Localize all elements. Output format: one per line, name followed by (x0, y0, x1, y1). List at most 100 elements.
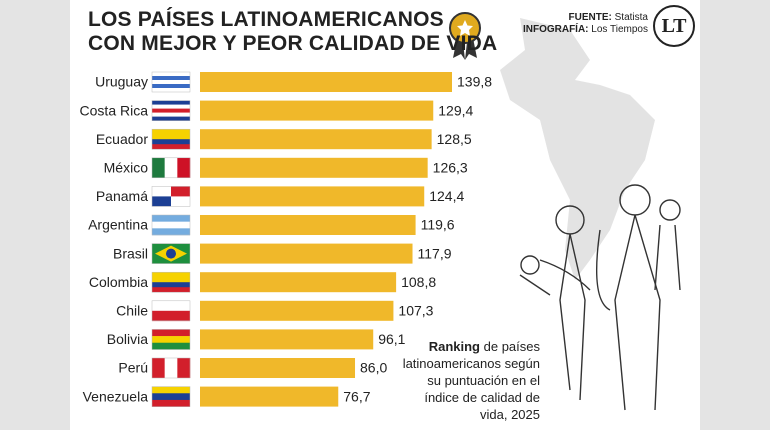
bar (200, 129, 432, 150)
flag-stripe (152, 144, 190, 150)
flag-stripe (164, 358, 178, 378)
value-label: 129,4 (438, 102, 473, 118)
flag (151, 214, 191, 236)
category-label: Colombia (89, 274, 148, 290)
value-label: 86,0 (360, 360, 387, 376)
flag-stripe (152, 84, 190, 89)
flag-stripe (171, 186, 190, 197)
value-label: 108,8 (401, 274, 436, 290)
flag-stripe (152, 399, 190, 407)
bar (200, 215, 416, 235)
infographic: Uruguay 139,8 Costa Rica 129,4 Ecuador 128,5 M… (70, 0, 700, 430)
value-label: 96,1 (378, 331, 405, 347)
flag-stripe (152, 196, 171, 207)
flag-stripe (152, 287, 190, 293)
credit-text: Los Tiempos (591, 24, 648, 35)
flag-border (151, 271, 191, 293)
caption: Ranking de países latinoamericanos según… (400, 338, 540, 423)
credit: INFOGRAFÍA: Los Tiempos (523, 24, 648, 35)
bar (200, 72, 452, 92)
bar (200, 329, 374, 350)
chart: Uruguay 139,8 Costa Rica 129,4 Ecuador 128,5 M… (80, 12, 681, 411)
caption-text: de países latinoamericanos según su punt… (402, 339, 540, 422)
flag-border (151, 243, 191, 264)
flag-stripe (152, 393, 190, 401)
flag-stripe (152, 336, 190, 344)
flag-stripe (152, 139, 190, 145)
medal-icon (449, 12, 481, 60)
flag (151, 386, 191, 407)
flag-border (151, 100, 191, 121)
value-label: 124,4 (429, 188, 464, 204)
flag-stripe (152, 329, 190, 337)
flag-stripe (164, 157, 178, 178)
flag-stripe (152, 157, 165, 178)
bar (200, 157, 428, 178)
flag-border (151, 300, 191, 322)
flag-stripe (152, 221, 190, 229)
flag-stripe (152, 272, 190, 278)
flag (151, 128, 191, 150)
bar (200, 243, 413, 264)
map (500, 18, 655, 280)
flag-stripe (152, 80, 190, 85)
caption-bold: Ranking (428, 339, 480, 354)
value-label: 126,3 (433, 160, 468, 176)
flag (151, 71, 191, 93)
flag-stripe (152, 342, 190, 350)
bar (200, 272, 397, 293)
flag-border (151, 128, 191, 150)
flag-stripe (152, 108, 190, 113)
value-label: 119,6 (421, 217, 455, 233)
flag (151, 271, 191, 293)
flag-stripe (152, 100, 190, 105)
bar (200, 300, 394, 321)
category-label: Ecuador (96, 131, 148, 147)
category-label: Panamá (96, 188, 148, 204)
flag-stripe (177, 358, 191, 378)
flag-stripe (152, 88, 190, 93)
bar (200, 186, 425, 207)
category-label: Costa Rica (80, 102, 149, 118)
flag (151, 300, 191, 322)
flag-stripe (152, 116, 190, 121)
category-label: Perú (118, 360, 148, 376)
flag-stripe (152, 386, 190, 394)
flag (151, 100, 191, 121)
flag-stripe (152, 282, 190, 288)
chart-title: LOS PAÍSES LATINOAMERICANOS (88, 8, 444, 31)
flag (151, 243, 191, 264)
bar (200, 100, 434, 121)
bar (200, 358, 356, 378)
flag-stripe (177, 157, 191, 178)
flag-stripe (152, 129, 190, 135)
flag (151, 329, 191, 350)
chart-title: CON MEJOR Y PEOR CALIDAD DE VIDA (88, 32, 498, 55)
flag-border (151, 186, 191, 207)
source-text: Statista (614, 12, 648, 23)
flag (151, 157, 191, 179)
flag-stripe (152, 300, 190, 312)
flag-border (151, 357, 191, 379)
category-label: Brasil (113, 245, 148, 261)
logo: LT (653, 5, 695, 47)
flag-stripe (152, 104, 190, 109)
category-label: Bolivia (107, 331, 148, 347)
flag-border (151, 329, 191, 350)
flag-border (151, 214, 191, 236)
flag-stripe (152, 228, 190, 236)
flag-border (151, 386, 191, 407)
category-label: Argentina (88, 217, 148, 233)
flag-stripe (152, 358, 165, 378)
value-label: 76,7 (343, 388, 370, 404)
flag-stripe (152, 76, 190, 81)
flag (151, 186, 191, 207)
value-label: 107,3 (398, 303, 433, 319)
category-label: México (104, 160, 149, 176)
flag-border (151, 71, 191, 93)
value-label: 128,5 (437, 131, 472, 147)
category-label: Uruguay (95, 74, 148, 90)
flag-stripe (152, 112, 190, 117)
flag-border (151, 157, 191, 179)
